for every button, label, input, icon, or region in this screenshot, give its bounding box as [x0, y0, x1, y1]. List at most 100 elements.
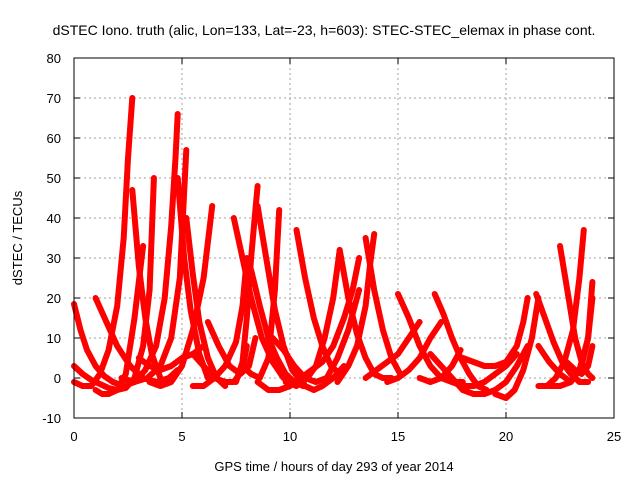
- series-line: [362, 235, 404, 377]
- data-point: +: [311, 313, 316, 323]
- data-point: +: [212, 373, 217, 383]
- data-point: +: [331, 341, 336, 351]
- series-line: [92, 243, 147, 397]
- data-point: +: [259, 333, 264, 343]
- data-point: +: [346, 325, 351, 335]
- series-pass-37: + + + ++++: [449, 349, 520, 391]
- data-point: +: [190, 381, 195, 391]
- data-point: +: [460, 385, 465, 395]
- data-point: +: [110, 377, 115, 387]
- plot-frame: [73, 57, 615, 419]
- data-point: +: [395, 373, 400, 383]
- data-point: +: [585, 333, 590, 343]
- data-point: +: [240, 253, 245, 263]
- data-point: +: [417, 341, 422, 351]
- series-line: [492, 295, 542, 401]
- series-line: [282, 247, 343, 389]
- series-line: [254, 203, 302, 381]
- data-point: +: [244, 313, 249, 323]
- data-point: +: [290, 365, 295, 375]
- series-line: [146, 203, 216, 389]
- series-line: [204, 319, 259, 377]
- data-point: +: [169, 221, 174, 231]
- data-point: +: [579, 361, 584, 371]
- x-axis-label: GPS time / hours of day 293 of year 2014: [214, 459, 453, 474]
- data-point: +: [322, 333, 327, 343]
- series-pass-05: + + + ++++: [92, 241, 147, 399]
- data-point: +: [216, 341, 221, 351]
- data-point: +: [458, 345, 463, 355]
- data-point: +: [471, 381, 476, 391]
- series-line: [189, 255, 250, 389]
- y-tick-label: 60: [47, 131, 61, 146]
- data-point: +: [484, 385, 489, 395]
- data-point: +: [581, 225, 586, 235]
- data-point: +: [449, 377, 454, 387]
- data-point: +: [521, 365, 526, 375]
- data-point: +: [557, 241, 562, 251]
- data-point: +: [356, 285, 361, 295]
- data-point: +: [372, 229, 377, 239]
- data-point: +: [210, 201, 215, 211]
- y-axis-label: dSTEC / TECUs: [10, 190, 25, 285]
- series-line: [362, 319, 423, 381]
- data-point: +: [534, 289, 539, 299]
- x-tick-label: 25: [607, 429, 621, 444]
- data-point: +: [557, 369, 562, 379]
- data-point: +: [341, 361, 346, 371]
- data-point: +: [80, 369, 85, 379]
- data-point: +: [395, 349, 400, 359]
- data-point: +: [182, 253, 187, 263]
- data-point: +: [449, 361, 454, 371]
- data-point: +: [132, 313, 137, 323]
- data-point: +: [140, 341, 145, 351]
- data-point: +: [205, 317, 210, 327]
- data-point: +: [277, 385, 282, 395]
- axes-ticks: 0 5 10 15 20 25 -10 0 10 20 30 40 50 60 70 80: [42, 51, 621, 444]
- data-point: +: [102, 371, 107, 381]
- data-point: +: [115, 301, 120, 311]
- data-point: +: [125, 153, 130, 163]
- data-point: +: [147, 285, 152, 295]
- data-point: +: [406, 313, 411, 323]
- data-point: +: [188, 305, 193, 315]
- data-point: +: [89, 375, 94, 385]
- data-point: +: [99, 389, 104, 399]
- data-point: +: [331, 293, 336, 303]
- data-point: +: [493, 389, 498, 399]
- data-point: +: [147, 361, 152, 371]
- data-point: +: [266, 353, 271, 363]
- data-point: +: [201, 381, 206, 391]
- data-point: +: [130, 185, 135, 195]
- data-point: +: [572, 333, 577, 343]
- data-point: +: [417, 317, 422, 327]
- data-point: +: [248, 253, 253, 263]
- series-line: [336, 247, 395, 381]
- data-point: +: [460, 377, 465, 387]
- data-point: +: [292, 361, 297, 371]
- data-point: +: [514, 349, 519, 359]
- series-pass-35: + + + + ++++: [459, 293, 531, 371]
- data-point: +: [482, 377, 487, 387]
- data-point: +: [162, 293, 167, 303]
- data-point: +: [385, 357, 390, 367]
- data-point: +: [566, 293, 571, 303]
- data-point: +: [123, 369, 128, 379]
- data-point: +: [542, 313, 547, 323]
- y-tick-label: 0: [54, 371, 61, 386]
- series-pass-09: + + +++++: [118, 145, 190, 387]
- data-point: +: [132, 377, 137, 387]
- data-point: +: [197, 349, 202, 359]
- y-tick-label: 20: [47, 291, 61, 306]
- data-point: +: [158, 361, 163, 371]
- data-point: +: [577, 273, 582, 283]
- data-point: +: [302, 381, 307, 391]
- y-tick-label: 70: [47, 91, 61, 106]
- data-point: +: [346, 361, 351, 371]
- data-point: +: [493, 385, 498, 395]
- data-point: +: [264, 253, 269, 263]
- data-point: +: [281, 373, 286, 383]
- y-tick-label: 40: [47, 211, 61, 226]
- data-point: +: [380, 325, 385, 335]
